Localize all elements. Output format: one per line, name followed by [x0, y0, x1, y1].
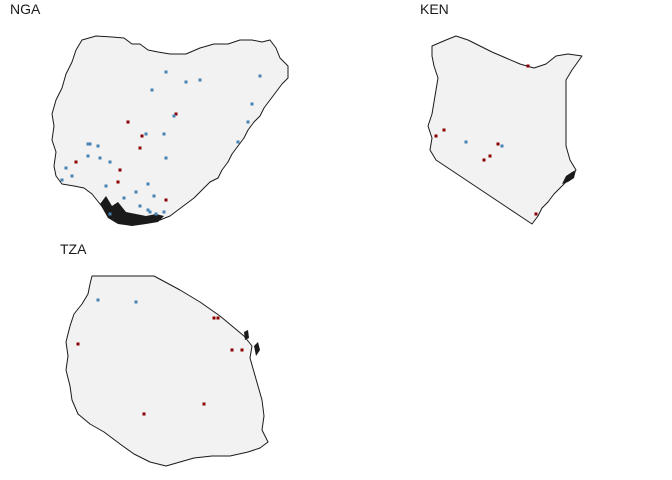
nga-location-marker-blue	[164, 70, 168, 74]
nga-location-marker-blue	[162, 132, 166, 136]
nga-location-marker-blue	[184, 80, 188, 84]
nga-location-marker-blue	[146, 182, 150, 186]
nga-location-marker-blue	[172, 114, 176, 118]
ken-location-marker-red	[526, 64, 530, 68]
tza-location-marker-red	[76, 342, 80, 346]
nga-location-marker-blue	[236, 140, 240, 144]
tza-location-marker-red	[202, 402, 206, 406]
nga-location-marker-blue	[86, 142, 90, 146]
nga-location-marker-blue	[98, 156, 102, 160]
panel-title-tza: TZA	[60, 241, 87, 257]
ken-location-marker-blue	[464, 140, 468, 144]
kenya-outline	[427, 35, 583, 225]
nga-location-marker-blue	[144, 132, 148, 136]
ken-location-marker-red	[534, 212, 538, 216]
zanzibar-detail	[254, 342, 260, 356]
tza-location-marker-blue	[96, 298, 100, 302]
panel-nga: NGA	[10, 1, 289, 226]
nga-location-marker-red	[138, 146, 142, 150]
ken-location-marker-red	[482, 158, 486, 162]
ken-location-marker-red	[434, 134, 438, 138]
nga-location-marker-blue	[70, 174, 74, 178]
nga-location-marker-blue	[60, 178, 64, 182]
panel-title-ken: KEN	[420, 1, 449, 17]
nga-location-marker-red	[126, 120, 130, 124]
nigeria-outline	[51, 35, 289, 225]
nga-location-marker-blue	[96, 144, 100, 148]
tanzania-outline	[65, 275, 269, 467]
ken-location-marker-blue	[500, 144, 504, 148]
markers-ken	[434, 64, 538, 216]
nga-location-marker-blue	[152, 194, 156, 198]
panel-tza: TZA	[60, 241, 269, 467]
nga-location-marker-red	[116, 180, 120, 184]
nga-location-marker-blue	[162, 210, 166, 214]
lamu-coast-detail	[562, 170, 576, 184]
nga-location-marker-red	[118, 168, 122, 172]
nga-location-marker-blue	[246, 120, 250, 124]
nga-location-marker-red	[174, 112, 178, 116]
tza-location-marker-red	[212, 316, 216, 320]
ken-location-marker-red	[442, 128, 446, 132]
panel-title-nga: NGA	[10, 1, 41, 17]
nga-location-marker-blue	[148, 210, 152, 214]
ken-location-marker-red	[496, 142, 500, 146]
nga-location-marker-blue	[104, 184, 108, 188]
nga-location-marker-blue	[108, 160, 112, 164]
tza-location-marker-red	[240, 348, 244, 352]
tza-location-marker-red	[142, 412, 146, 416]
nga-location-marker-blue	[164, 156, 168, 160]
nga-location-marker-blue	[134, 190, 138, 194]
nga-location-marker-blue	[86, 154, 90, 158]
markers-nga	[60, 70, 262, 216]
nga-location-marker-blue	[198, 78, 202, 82]
nga-location-marker-red	[140, 134, 144, 138]
tza-location-marker-red	[230, 348, 234, 352]
panel-ken: KEN	[420, 1, 583, 225]
nga-location-marker-blue	[250, 102, 254, 106]
nga-location-marker-blue	[138, 204, 142, 208]
nga-location-marker-blue	[258, 74, 262, 78]
nga-location-marker-blue	[146, 208, 150, 212]
tza-location-marker-blue	[134, 300, 138, 304]
nga-location-marker-blue	[88, 142, 92, 146]
tza-location-marker-red	[216, 316, 220, 320]
niger-delta-detail	[100, 196, 164, 226]
nga-location-marker-blue	[64, 166, 68, 170]
nga-location-marker-red	[164, 198, 168, 202]
markers-tza	[76, 298, 244, 416]
nga-location-marker-red	[74, 160, 78, 164]
nga-location-marker-blue	[154, 212, 158, 216]
ken-location-marker-red	[488, 154, 492, 158]
pemba-detail	[244, 330, 249, 340]
nga-location-marker-blue	[108, 212, 112, 216]
nga-location-marker-blue	[150, 88, 154, 92]
nga-location-marker-blue	[122, 196, 126, 200]
